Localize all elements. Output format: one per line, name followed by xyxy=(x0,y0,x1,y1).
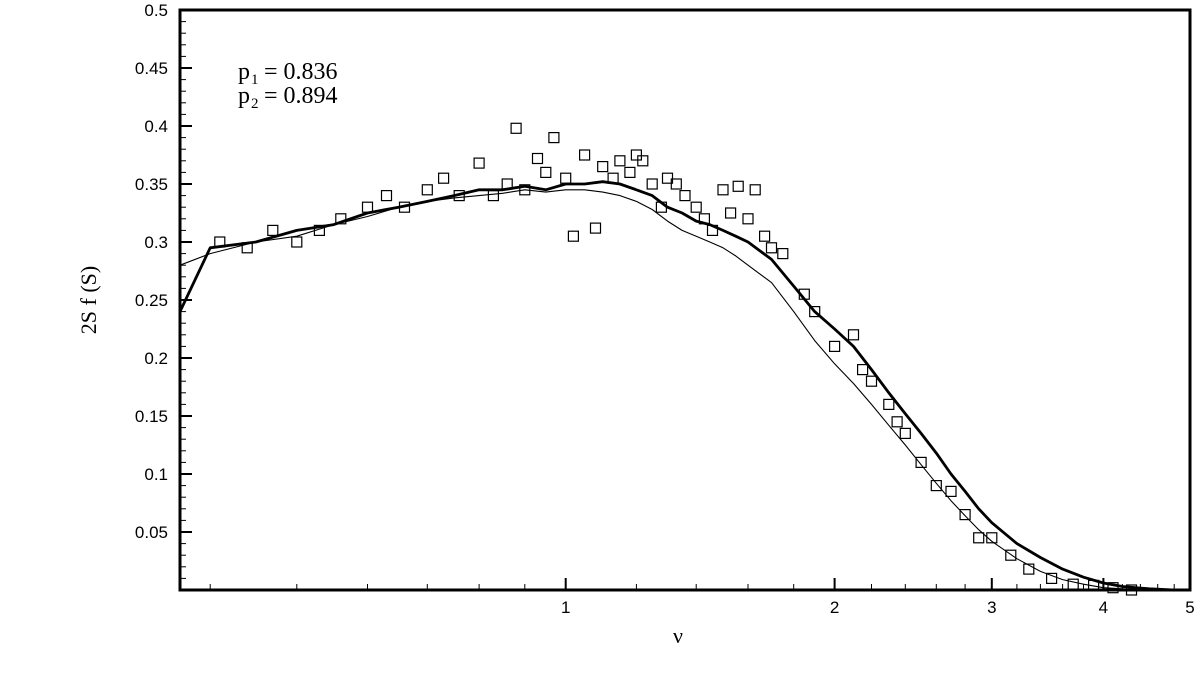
y-tick-label: 0.05 xyxy=(135,523,168,542)
y-axis-title: 2S f (S) xyxy=(76,266,101,334)
x-axis: 1 2 3 4 5 xyxy=(209,578,1195,617)
data-marker xyxy=(883,398,895,410)
data-marker xyxy=(560,172,572,184)
data-marker xyxy=(313,224,325,236)
data-marker xyxy=(959,509,971,521)
data-marker xyxy=(847,329,860,341)
x-tick-label: 3 xyxy=(987,598,996,617)
p2-symbol: p xyxy=(238,83,250,109)
p1-symbol: p xyxy=(238,59,250,85)
data-marker xyxy=(828,340,841,352)
y-tick-label: 0.1 xyxy=(144,465,168,484)
data-marker xyxy=(973,532,985,544)
plot-area xyxy=(178,122,1190,596)
data-marker xyxy=(1023,563,1035,575)
data-marker xyxy=(661,172,674,184)
data-marker xyxy=(899,427,911,439)
data-marker xyxy=(698,213,711,225)
data-marker xyxy=(548,132,560,144)
data-marker xyxy=(891,416,903,428)
y-tick-label: 0.15 xyxy=(135,407,168,426)
data-marker xyxy=(798,288,810,300)
series-markers xyxy=(214,122,1138,596)
thick-line-series xyxy=(178,180,1190,592)
data-marker xyxy=(510,122,522,134)
annotation-p2: p 2 = 0.894 xyxy=(238,83,338,112)
p1-subscript: 1 xyxy=(251,72,259,88)
data-marker xyxy=(214,236,226,248)
data-marker xyxy=(765,242,778,254)
data-marker xyxy=(655,201,668,213)
y-tick-label: 0.5 xyxy=(144,1,168,20)
data-marker xyxy=(597,161,609,173)
data-marker xyxy=(335,213,347,225)
data-marker xyxy=(1107,582,1119,594)
data-marker xyxy=(267,224,279,236)
data-marker xyxy=(241,242,253,254)
x-tick-label: 2 xyxy=(830,598,839,617)
data-marker xyxy=(777,248,789,260)
data-marker xyxy=(614,155,626,167)
data-marker xyxy=(856,364,869,376)
data-marker xyxy=(717,184,729,196)
data-marker xyxy=(589,222,602,234)
data-marker xyxy=(742,213,754,225)
data-marker xyxy=(986,532,998,544)
data-marker xyxy=(630,149,643,161)
y-axis: 0.05 0.1 0.15 0.2 0.25 0.3 0.35 0.4 0.45 0.5 xyxy=(135,1,192,579)
data-marker xyxy=(361,201,374,213)
data-marker xyxy=(930,480,942,492)
data-marker xyxy=(1005,549,1017,561)
y-tick-label: 0.4 xyxy=(144,117,168,136)
data-marker xyxy=(809,306,821,318)
data-marker xyxy=(945,485,957,497)
data-marker xyxy=(501,178,513,190)
data-marker xyxy=(438,172,450,184)
data-marker xyxy=(865,375,878,387)
x-tick-label: 5 xyxy=(1185,598,1194,617)
data-marker xyxy=(706,224,719,236)
x-tick-label: 4 xyxy=(1099,598,1108,617)
data-marker xyxy=(453,190,465,202)
data-marker xyxy=(487,190,499,202)
data-marker xyxy=(915,456,927,468)
data-marker xyxy=(758,230,771,242)
data-marker xyxy=(624,166,636,178)
data-marker xyxy=(291,236,303,248)
x-axis-title: ν xyxy=(673,623,683,648)
p1-value: = 0.836 xyxy=(264,59,338,85)
data-marker xyxy=(540,166,552,178)
y-tick-label: 0.25 xyxy=(135,291,168,310)
x-tick-label: 1 xyxy=(561,598,570,617)
data-marker xyxy=(732,180,744,192)
thin-line-series xyxy=(179,189,1150,591)
p2-value: = 0.894 xyxy=(264,83,338,109)
data-marker xyxy=(578,149,591,161)
data-marker xyxy=(380,190,393,202)
y-tick-label: 0.3 xyxy=(144,233,168,252)
data-marker xyxy=(690,201,702,213)
data-marker xyxy=(531,152,544,165)
y-tick-label: 0.35 xyxy=(135,175,168,194)
data-marker xyxy=(421,184,433,196)
y-tick-label: 0.45 xyxy=(135,59,168,78)
data-marker xyxy=(637,155,649,167)
p2-subscript: 2 xyxy=(251,96,259,112)
data-marker xyxy=(670,178,682,190)
data-marker xyxy=(724,207,737,219)
data-marker xyxy=(646,178,658,190)
data-marker xyxy=(1045,572,1058,585)
data-marker xyxy=(749,184,761,196)
data-marker xyxy=(679,190,691,202)
data-marker xyxy=(567,230,580,242)
data-marker xyxy=(473,157,485,169)
y-tick-label: 0.2 xyxy=(144,349,168,368)
data-marker xyxy=(398,201,411,213)
data-marker xyxy=(607,172,619,184)
data-marker xyxy=(519,184,531,196)
annotation-p1: p 1 = 0.836 xyxy=(238,59,338,88)
